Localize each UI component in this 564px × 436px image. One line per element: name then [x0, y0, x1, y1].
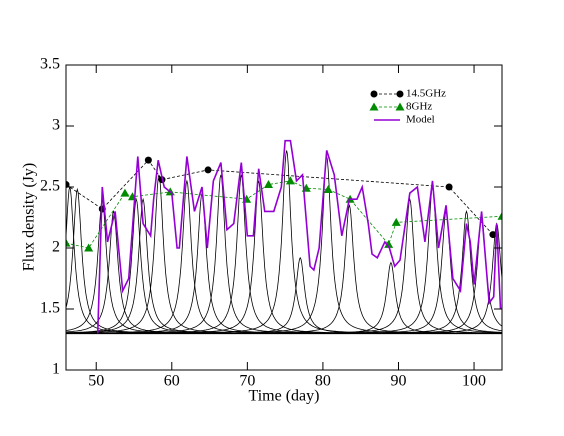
legend-label: 8GHz — [406, 101, 432, 113]
marker — [384, 239, 394, 248]
legend-marker — [396, 90, 404, 98]
marker — [204, 166, 212, 174]
flare — [209, 256, 391, 334]
legend — [368, 84, 456, 130]
marker — [285, 176, 295, 185]
y-tick-label: 1.5 — [40, 300, 60, 317]
y-tick-label: 3 — [52, 117, 60, 134]
plot-area — [66, 139, 502, 335]
marker — [445, 183, 453, 191]
marker — [84, 243, 94, 252]
marker — [144, 156, 152, 164]
y-tick-label: 1 — [52, 361, 60, 378]
x-tick-label: 80 — [315, 373, 331, 390]
flare — [196, 150, 378, 334]
x-tick-label: 90 — [390, 373, 406, 390]
frame — [65, 64, 503, 371]
y-axis-label: Flux density (Jy) — [21, 163, 38, 271]
legend-marker — [369, 102, 379, 111]
marker — [66, 181, 70, 189]
x-tick-label: 60 — [164, 373, 180, 390]
flare — [406, 222, 502, 334]
marker — [391, 217, 401, 226]
marker — [497, 211, 502, 220]
marker — [66, 238, 71, 247]
y-tick-label: 3.5 — [40, 56, 60, 73]
legend-label: 14.5GHz — [406, 88, 446, 100]
x-axis-label: Time (day) — [249, 388, 320, 405]
legend-marker — [370, 90, 378, 98]
flare — [319, 197, 501, 334]
flare — [168, 180, 350, 334]
flare — [68, 174, 250, 334]
y-tick-label: 2.5 — [40, 178, 60, 195]
flare — [130, 174, 312, 334]
y-tick-label: 2 — [52, 239, 60, 256]
x-tick-label: 50 — [88, 373, 104, 390]
x-tick-label: 70 — [239, 373, 255, 390]
x-tick-label: 100 — [462, 373, 486, 390]
legend-marker — [395, 102, 405, 111]
model-line — [96, 139, 502, 334]
legend-label: Model — [406, 114, 435, 126]
flare — [258, 203, 440, 334]
marker — [264, 180, 274, 189]
marker — [489, 231, 497, 239]
marker — [120, 188, 130, 197]
marker — [323, 184, 333, 193]
flare — [96, 179, 278, 334]
flare — [390, 216, 502, 334]
